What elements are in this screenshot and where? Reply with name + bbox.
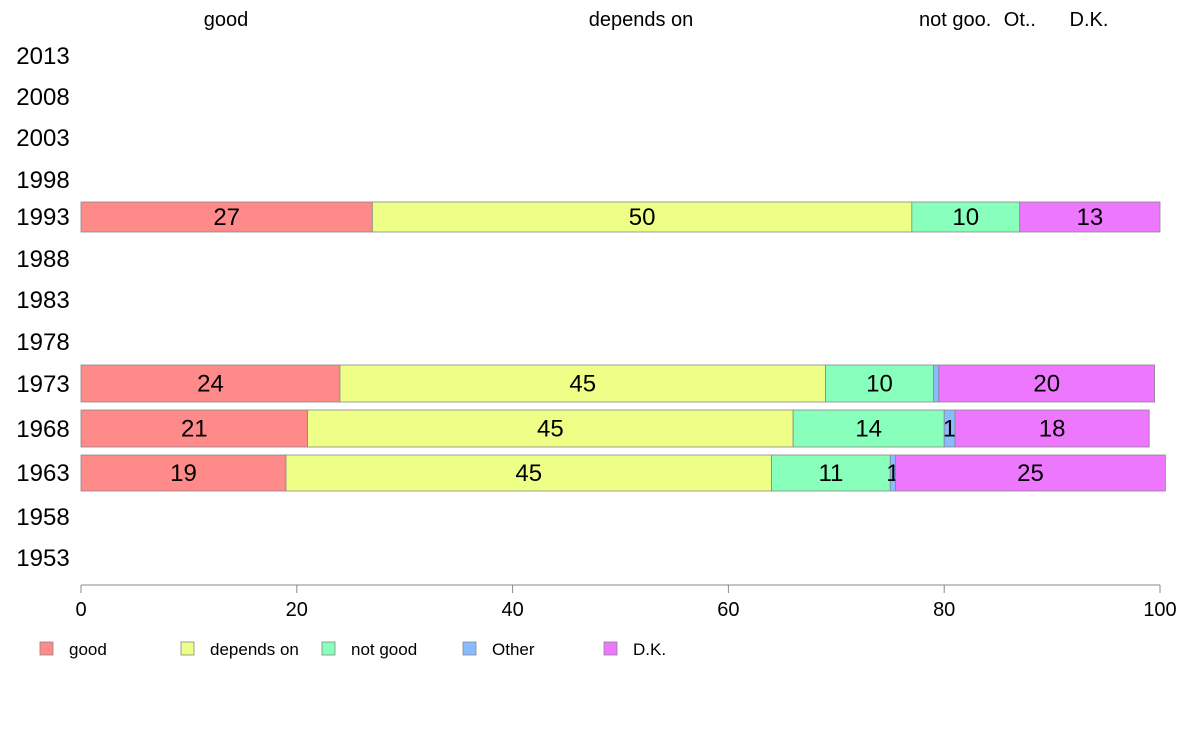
bar-value-label: 14 — [855, 416, 882, 443]
year-label: 2003 — [16, 125, 69, 152]
legend-swatch — [462, 641, 477, 656]
bar-value-label: 45 — [569, 371, 596, 398]
bar-segment — [285, 454, 772, 492]
year-label: 1963 — [16, 460, 69, 487]
bar-segment — [895, 454, 1166, 492]
bar-value-label: 1 — [943, 416, 956, 443]
bar-segment — [911, 201, 1021, 233]
legend-swatch — [603, 641, 618, 656]
year-label: 2013 — [16, 43, 69, 70]
year-label: 1958 — [16, 504, 69, 531]
bar-row: 24 45 10 20 — [80, 364, 1156, 403]
bar-segment — [1019, 201, 1161, 233]
bar-segment — [80, 201, 373, 233]
legend-swatch — [180, 641, 195, 656]
x-tick-label: 80 — [933, 599, 955, 621]
bar-value-label: 21 — [181, 416, 208, 443]
bar-row: 21 45 14 1 18 — [80, 409, 1150, 448]
bar-segment — [938, 364, 1156, 403]
bar-value-label: 24 — [197, 371, 224, 398]
legend-label: Other — [492, 640, 535, 659]
column-headers: good depends on not goo. Ot.. D.K. — [204, 9, 1109, 31]
year-label: 1998 — [16, 167, 69, 194]
bar-value-label: 25 — [1017, 460, 1044, 487]
legend: good depends on not good Other D.K. — [39, 640, 666, 659]
bar-segment — [307, 409, 794, 448]
bar-segment — [80, 454, 287, 492]
year-labels: 2013 2008 2003 1998 1993 1988 1983 1978 1973 1968… — [16, 43, 69, 572]
bar-value-label: 20 — [1033, 371, 1060, 398]
x-tick-label: 60 — [717, 599, 739, 621]
column-header: not goo. — [919, 9, 991, 31]
bar-value-label: 27 — [213, 204, 240, 231]
bar-segment — [371, 201, 913, 233]
x-tick-label: 40 — [501, 599, 523, 621]
year-label: 1993 — [16, 204, 69, 231]
legend-label: not good — [351, 640, 417, 659]
legend-swatch — [39, 641, 54, 656]
year-label: 1968 — [16, 416, 69, 443]
x-tick-label: 0 — [75, 599, 86, 621]
column-header: depends on — [589, 9, 694, 31]
bar-segment — [771, 454, 891, 492]
year-label: 1978 — [16, 329, 69, 356]
legend-label: good — [69, 640, 107, 659]
x-axis: 0 20 40 60 80 100 — [75, 584, 1177, 621]
bar-segment — [954, 409, 1150, 448]
bar-segment — [825, 364, 934, 403]
legend-label: depends on — [210, 640, 299, 659]
bar-value-label: 45 — [515, 460, 542, 487]
year-label: 1988 — [16, 246, 69, 273]
x-tick-label: 100 — [1143, 599, 1176, 621]
bar-segment — [80, 364, 341, 403]
legend-swatch — [321, 641, 336, 656]
bar-value-label: 10 — [866, 371, 893, 398]
bar-row: 27 50 10 13 — [80, 201, 1161, 233]
bar-row: 19 45 11 1 25 — [80, 454, 1166, 492]
column-header: good — [204, 9, 249, 31]
bar-value-label: 10 — [952, 204, 979, 231]
bar-value-label: 13 — [1077, 204, 1104, 231]
year-label: 1973 — [16, 371, 69, 398]
bar-value-label: 45 — [537, 416, 564, 443]
year-label: 2008 — [16, 84, 69, 111]
bar-value-label: 18 — [1039, 416, 1066, 443]
bar-value-label: 19 — [170, 460, 197, 487]
bar-segment — [80, 409, 308, 448]
bar-segment — [933, 364, 940, 403]
year-label: 1953 — [16, 545, 69, 572]
bar-segment — [339, 364, 826, 403]
column-header: Ot.. — [1004, 9, 1036, 31]
legend-label: D.K. — [633, 640, 666, 659]
bar-value-label: 50 — [629, 204, 656, 231]
x-tick-label: 20 — [286, 599, 308, 621]
bar-value-label: 11 — [818, 460, 843, 487]
year-label: 1983 — [16, 287, 69, 314]
column-header: D.K. — [1070, 9, 1109, 31]
